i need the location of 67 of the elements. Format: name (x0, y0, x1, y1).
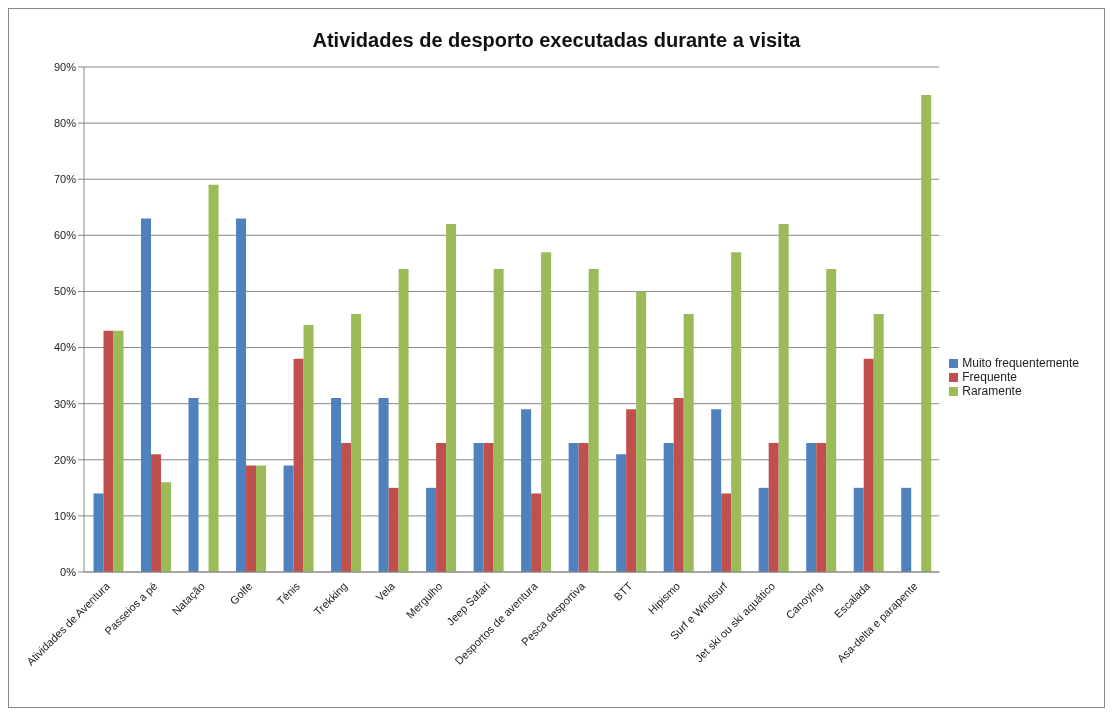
bar (921, 95, 932, 572)
bar (161, 482, 172, 572)
bar (531, 493, 542, 572)
bar (103, 330, 114, 572)
legend-label: Frequente (962, 370, 1017, 384)
bar (351, 313, 362, 572)
y-tick-label: 30% (53, 397, 77, 410)
bar (426, 487, 437, 572)
bar (578, 442, 589, 572)
bar (778, 224, 789, 572)
bar (246, 465, 257, 572)
bar (283, 465, 294, 572)
legend-label: Muito frequentemente (962, 356, 1079, 370)
y-tick-label: 10% (53, 509, 77, 522)
bar (731, 252, 742, 572)
bar (901, 487, 912, 572)
bar (758, 487, 769, 572)
y-tick-label: 80% (53, 117, 77, 130)
bar (388, 487, 399, 572)
bar (151, 454, 162, 572)
bar (663, 442, 674, 572)
bar (293, 358, 304, 572)
bar (768, 442, 779, 572)
bar (483, 442, 494, 572)
bar (256, 465, 267, 572)
bar (683, 313, 694, 572)
bar (341, 442, 352, 572)
y-tick-label: 70% (53, 173, 77, 186)
bar (208, 184, 219, 572)
bar (806, 442, 817, 572)
bar (636, 291, 647, 572)
y-tick-label: 40% (53, 341, 77, 354)
bar (331, 398, 342, 572)
x-tick-label: Vela (373, 579, 398, 604)
y-tick-label: 60% (53, 229, 77, 242)
bar (141, 218, 152, 572)
y-tick-label: 50% (53, 285, 77, 298)
legend-label: Raramente (962, 384, 1022, 398)
bar (626, 409, 637, 572)
bar (236, 218, 247, 572)
bar (303, 325, 314, 572)
bar (473, 442, 484, 572)
bar (446, 224, 457, 572)
bar (521, 409, 532, 572)
bar (588, 269, 599, 572)
bar (378, 398, 389, 572)
bar (188, 398, 199, 572)
bar (493, 269, 504, 572)
bar (826, 269, 837, 572)
bar (721, 493, 732, 572)
y-tick-label: 0% (60, 565, 77, 578)
chart-title: Atividades de desporto executadas durante a visita (311, 29, 802, 52)
bar (616, 454, 627, 572)
bar (398, 269, 409, 572)
bar (93, 493, 104, 572)
bar (853, 487, 864, 572)
bar (873, 313, 884, 572)
bar (711, 409, 722, 572)
bar (541, 252, 552, 572)
bar (673, 398, 684, 572)
bar (436, 442, 447, 572)
y-tick-label: 90% (53, 60, 77, 73)
y-tick-label: 20% (53, 453, 77, 466)
bar (113, 330, 124, 572)
bar (863, 358, 874, 572)
bar (816, 442, 827, 572)
bar (568, 442, 579, 572)
